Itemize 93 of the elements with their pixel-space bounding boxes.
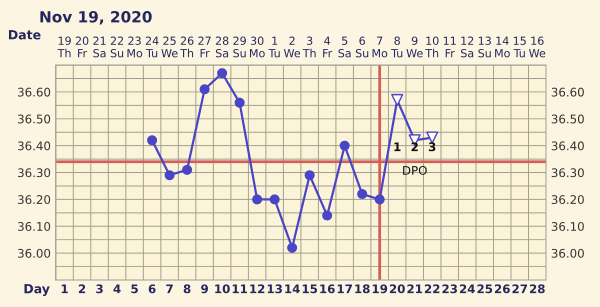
y2-tick-label: 36.50	[552, 114, 584, 124]
y2-tick-label: 36.60	[552, 88, 584, 97]
y-tick-label: 36.00	[18, 248, 50, 258]
annotation: DPO	[403, 166, 427, 175]
x-tick-label: 1	[62, 284, 68, 294]
annotation: 1	[394, 142, 400, 152]
x-tick-label: 6	[148, 284, 156, 294]
x-tick-label: 24	[460, 284, 475, 294]
x2-tick-label: 3 Th	[302, 36, 316, 58]
x2-tick-label: 13 Su	[478, 36, 491, 58]
y-tick-label: 36.20	[18, 195, 50, 204]
point	[391, 94, 404, 106]
point	[217, 68, 228, 78]
y2-tick-label: 36.20	[552, 195, 584, 204]
annotation: 2	[412, 142, 418, 152]
x2-tick-label: 5 Sa	[338, 36, 351, 58]
x2-tick-label: 30 Mo	[250, 36, 265, 58]
point	[252, 194, 262, 204]
x-tick-label: 10	[215, 284, 230, 294]
x-tick-label: 23	[442, 284, 457, 294]
y-tick-label: 36.60	[18, 88, 50, 97]
x-tick-label: 2	[78, 284, 86, 294]
point	[234, 98, 245, 108]
x-tick-label: 28	[530, 284, 545, 294]
x-tick-label: 5	[131, 284, 138, 294]
x2-tick-label: 4 Fr	[323, 36, 332, 58]
x-tick-label: 4	[114, 284, 121, 294]
x-tick-label: 20	[390, 284, 405, 294]
x2-tick-label: 29 Su	[233, 36, 246, 58]
y2-tick-label: 36.30	[552, 168, 584, 178]
point	[147, 135, 158, 146]
x2-tick-label: 12 Sa	[461, 36, 474, 58]
x2-tick-label: 20 Fr	[76, 36, 88, 58]
x2-axis-title: Date	[8, 30, 40, 40]
x-tick-label: 19	[372, 284, 388, 294]
point	[340, 140, 350, 151]
y2-tick-label: 36.10	[552, 222, 584, 231]
x-tick-label: 21	[407, 284, 422, 294]
x2-tick-label: 16 We	[529, 36, 546, 58]
point	[164, 170, 175, 180]
x-tick-label: 7	[166, 284, 173, 294]
x-tick-label: 26	[494, 284, 510, 294]
x2-tick-label: 23 Mo	[127, 36, 142, 58]
x-tick-label: 17	[338, 284, 352, 294]
x2-tick-label: 10 Th	[425, 36, 439, 58]
x2-tick-label: 6 Su	[356, 36, 368, 58]
x-tick-label: 15	[302, 284, 318, 294]
x2-tick-label: 11 Fr	[444, 36, 456, 58]
x2-tick-label: 24 Tu	[146, 36, 159, 58]
x-tick-label: 22	[424, 284, 440, 294]
x-tick-label: 14	[285, 284, 300, 294]
x2-tick-label: 2 We	[284, 36, 300, 58]
x2-tick-label: 15 Tu	[514, 36, 526, 58]
point	[374, 194, 385, 204]
x2-tick-label: 1 Tu	[268, 36, 280, 58]
x-tick-label: 25	[477, 284, 492, 294]
x-tick-label: 16	[320, 284, 335, 294]
y-tick-label: 36.40	[18, 141, 50, 150]
x-tick-label: 13	[268, 284, 282, 294]
y-tick-label: 36.50	[18, 114, 50, 124]
x2-tick-label: 9 We	[406, 36, 423, 58]
y-tick-label: 36.30	[18, 168, 50, 178]
chart-title: Nov 19, 2020	[40, 11, 152, 25]
x2-tick-label: 26 Th	[180, 36, 194, 58]
x2-tick-label: 14 Mo	[495, 36, 510, 58]
point	[304, 170, 315, 180]
x2-tick-label: 19 Th	[58, 36, 71, 58]
y-tick-label: 36.10	[18, 222, 50, 231]
x-tick-label: 3	[96, 284, 103, 294]
point	[357, 188, 368, 200]
point	[270, 194, 280, 204]
point	[287, 242, 298, 253]
point	[322, 210, 332, 221]
x-tick-label: 12	[250, 284, 264, 294]
point	[200, 84, 210, 94]
x2-tick-label: 8 Tu	[391, 36, 402, 58]
point	[182, 164, 192, 175]
annotation: 3	[428, 142, 436, 152]
x-tick-label: 8	[184, 284, 190, 294]
y2-tick-label: 36.00	[552, 248, 584, 258]
x-tick-label: 27	[512, 284, 528, 294]
x2-tick-label: 25 We	[161, 36, 178, 58]
x-axis-title: Day	[24, 284, 50, 296]
y2-tick-label: 36.40	[552, 141, 584, 150]
x-tick-label: 9	[201, 284, 208, 294]
x2-tick-label: 21 Sa	[93, 36, 106, 58]
x-tick-label: 11	[232, 284, 248, 294]
x2-tick-label: 27 Fr	[198, 36, 211, 58]
x-tick-label: 18	[355, 284, 370, 294]
point	[426, 132, 438, 144]
x2-tick-label: 22 Su	[110, 36, 124, 58]
x2-tick-label: 7 Mo	[372, 36, 388, 58]
x2-tick-label: 28 Sa	[216, 36, 228, 58]
